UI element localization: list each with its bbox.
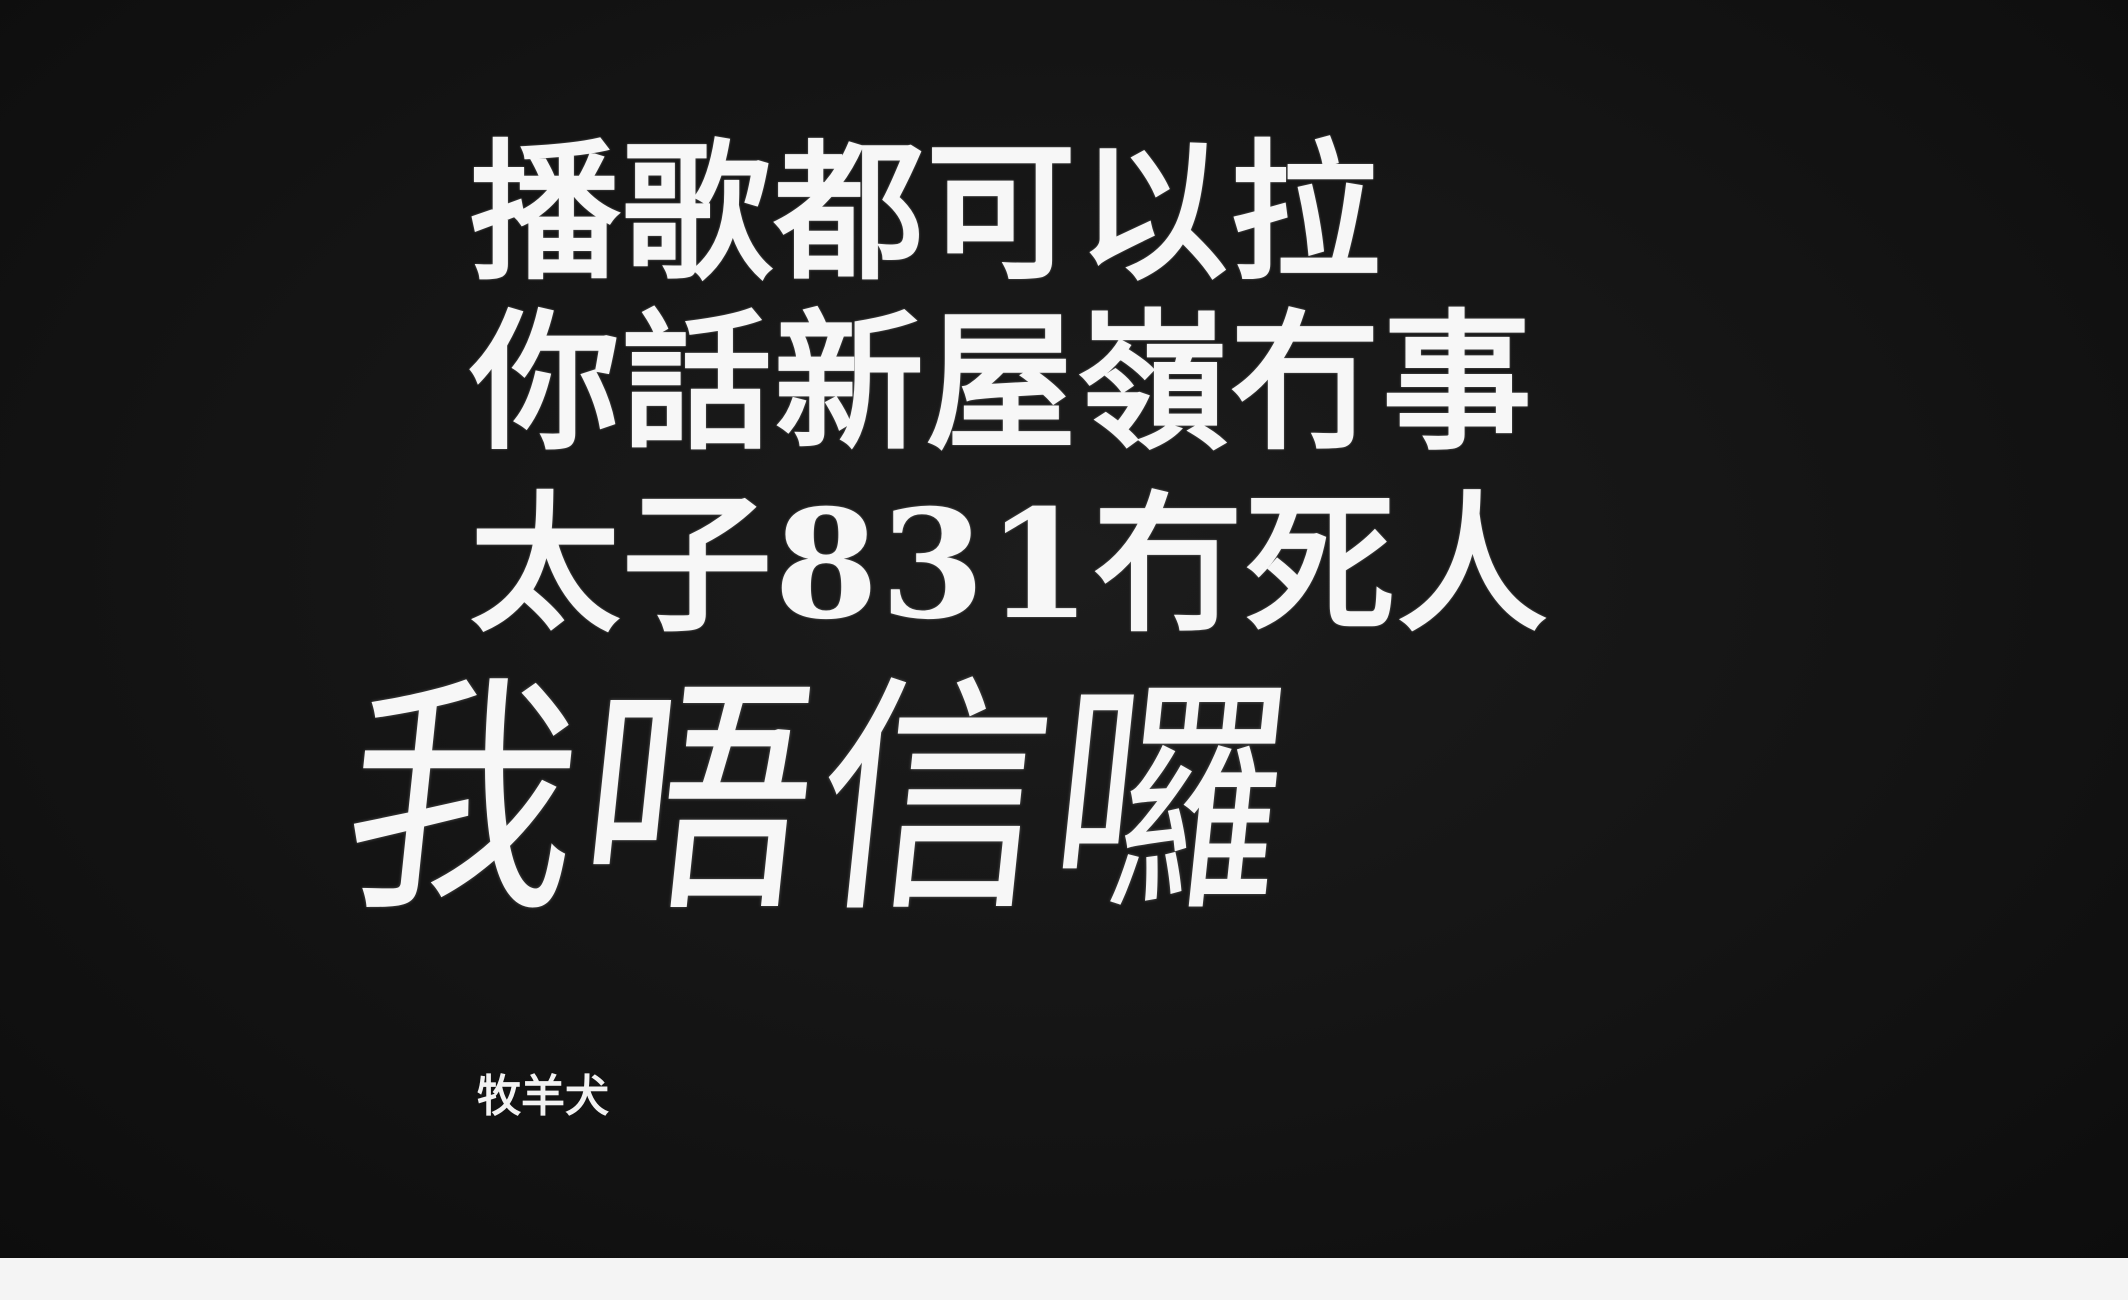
poem-line-1: 播歌都可以拉 [470,125,1383,301]
poster-panel: 播歌都可以拉 你話新屋嶺冇事 太子831冇死人 我唔信囉 牧羊犬 [0,0,2128,1258]
author-byline: 牧羊犬 [477,1071,609,1122]
poem-line-2: 你話新屋嶺冇事 [470,295,1535,471]
calligraphy-headline: 我唔信囉 [331,654,1307,947]
page-margin [0,1258,2128,1300]
poem-line-3: 太子831冇死人 [470,477,1550,653]
